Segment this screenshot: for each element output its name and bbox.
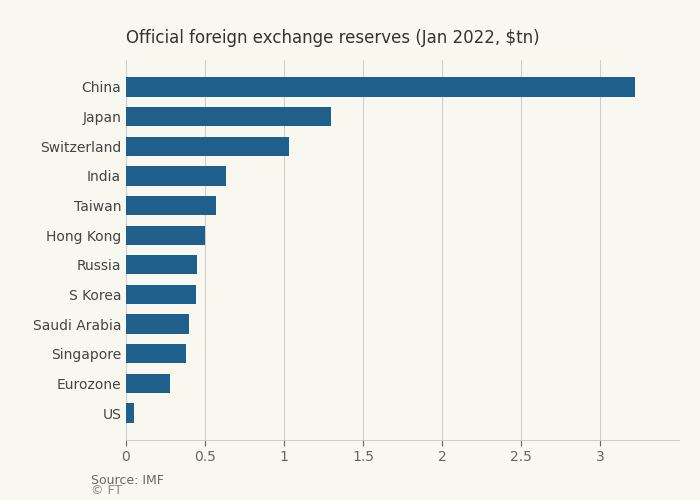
Bar	[126, 344, 186, 364]
Text: Source: IMF: Source: IMF	[91, 474, 164, 488]
Text: Official foreign exchange reserves (Jan 2022, $tn): Official foreign exchange reserves (Jan …	[126, 30, 540, 48]
Bar	[126, 166, 225, 186]
Bar	[126, 285, 195, 304]
Bar	[126, 404, 134, 422]
Text: © FT: © FT	[91, 484, 122, 498]
Bar	[126, 196, 216, 215]
Bar	[126, 78, 635, 96]
Bar	[126, 314, 189, 334]
Bar	[126, 107, 331, 126]
Bar	[126, 374, 170, 393]
Bar	[126, 255, 197, 274]
Bar	[126, 226, 205, 245]
Bar	[126, 136, 288, 156]
